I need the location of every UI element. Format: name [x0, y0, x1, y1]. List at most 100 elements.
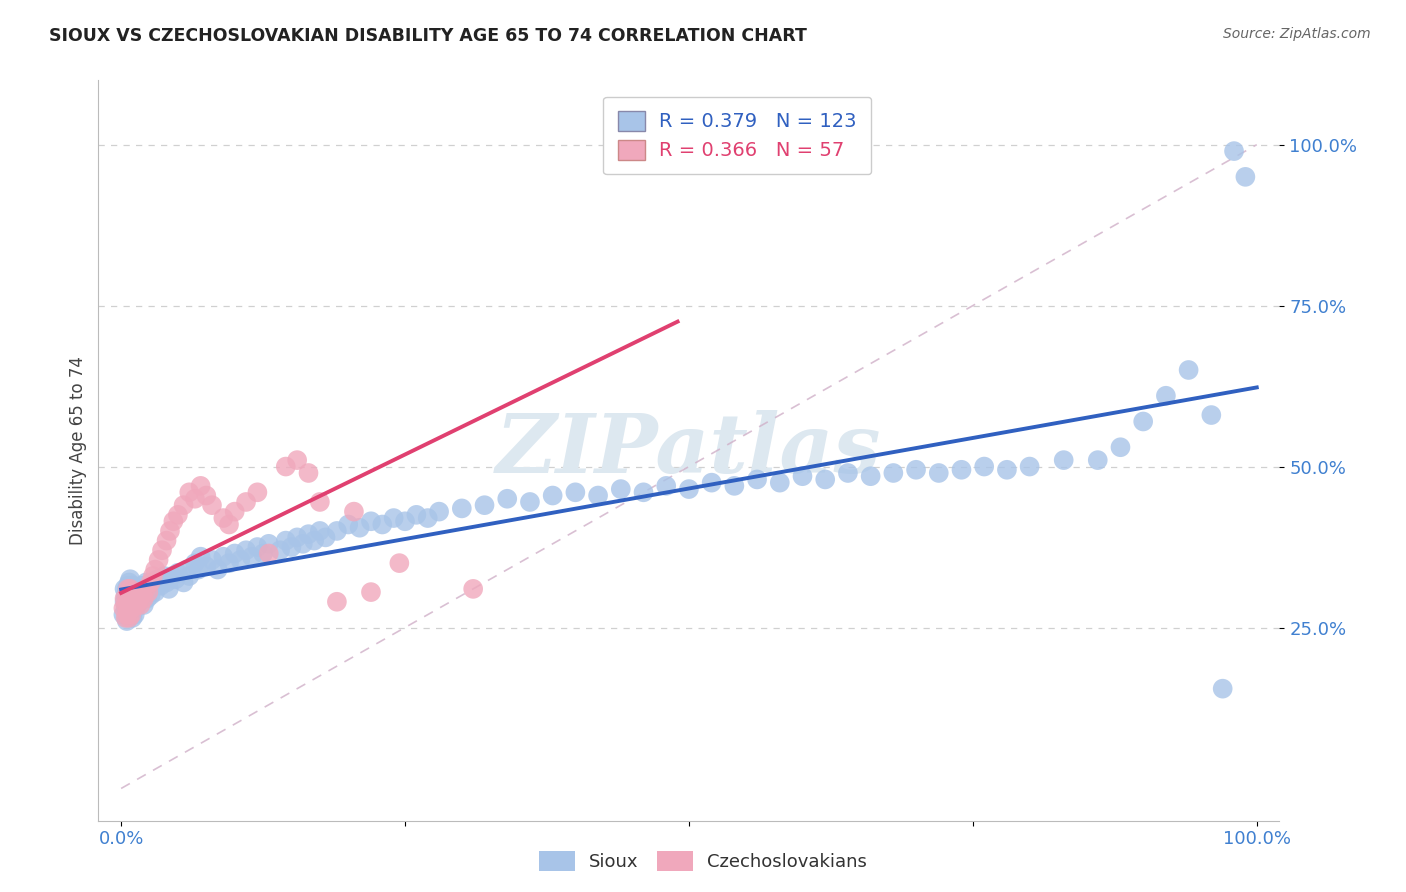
Point: [1087, 453, 1109, 467]
Point: [973, 459, 995, 474]
Point: [610, 482, 633, 496]
Point: [121, 579, 143, 593]
Point: [114, 601, 136, 615]
Point: [132, 588, 155, 602]
Point: [142, 569, 165, 583]
Point: [150, 543, 173, 558]
Point: [218, 517, 240, 532]
Point: [995, 463, 1018, 477]
Point: [146, 572, 169, 586]
Point: [135, 582, 157, 596]
Point: [394, 514, 416, 528]
Point: [173, 498, 195, 512]
Point: [1053, 453, 1076, 467]
Point: [149, 579, 172, 593]
Point: [131, 579, 153, 593]
Point: [586, 489, 609, 503]
Point: [427, 505, 450, 519]
Point: [309, 524, 332, 538]
Point: [114, 595, 136, 609]
Point: [212, 511, 235, 525]
Point: [132, 591, 155, 606]
Point: [115, 598, 138, 612]
Point: [371, 517, 394, 532]
Point: [179, 485, 201, 500]
Point: [274, 459, 297, 474]
Point: [382, 511, 405, 525]
Point: [138, 582, 160, 596]
Point: [349, 521, 371, 535]
Point: [114, 588, 136, 602]
Point: [291, 537, 314, 551]
Point: [153, 569, 176, 583]
Point: [218, 556, 240, 570]
Point: [859, 469, 882, 483]
Point: [235, 495, 257, 509]
Point: [142, 579, 165, 593]
Point: [1154, 389, 1177, 403]
Point: [337, 517, 360, 532]
Point: [360, 514, 382, 528]
Point: [187, 563, 209, 577]
Point: [224, 546, 246, 560]
Point: [128, 591, 150, 606]
Point: [131, 588, 153, 602]
Point: [117, 607, 139, 622]
Point: [882, 466, 904, 480]
Point: [240, 549, 263, 564]
Point: [1201, 408, 1223, 422]
Point: [135, 575, 157, 590]
Point: [132, 598, 155, 612]
Point: [118, 588, 141, 602]
Point: [1018, 459, 1040, 474]
Point: [114, 611, 136, 625]
Point: [246, 485, 269, 500]
Point: [118, 604, 141, 618]
Point: [229, 553, 252, 567]
Point: [157, 582, 180, 596]
Point: [115, 582, 138, 596]
Legend: R = 0.379   N = 123, R = 0.366   N = 57: R = 0.379 N = 123, R = 0.366 N = 57: [603, 96, 872, 175]
Point: [121, 611, 143, 625]
Point: [122, 601, 145, 615]
Point: [117, 579, 139, 593]
Point: [207, 563, 229, 577]
Point: [274, 533, 297, 548]
Point: [195, 559, 218, 574]
Point: [257, 537, 280, 551]
Point: [269, 543, 291, 558]
Point: [167, 566, 190, 580]
Point: [1177, 363, 1199, 377]
Point: [125, 585, 148, 599]
Text: Source: ZipAtlas.com: Source: ZipAtlas.com: [1223, 27, 1371, 41]
Point: [302, 533, 325, 548]
Point: [326, 595, 349, 609]
Point: [950, 463, 973, 477]
Point: [309, 495, 332, 509]
Point: [121, 595, 143, 609]
Point: [224, 505, 246, 519]
Point: [125, 598, 148, 612]
Point: [112, 601, 135, 615]
Point: [928, 466, 950, 480]
Point: [179, 569, 201, 583]
Point: [541, 489, 564, 503]
Point: [326, 524, 349, 538]
Point: [463, 582, 485, 596]
Point: [121, 585, 143, 599]
Point: [120, 585, 142, 599]
Point: [814, 472, 837, 486]
Point: [120, 607, 142, 622]
Point: [114, 591, 136, 606]
Point: [167, 508, 190, 522]
Point: [405, 508, 427, 522]
Point: [122, 598, 145, 612]
Point: [121, 601, 143, 615]
Point: [496, 491, 519, 506]
Point: [474, 498, 496, 512]
Point: [138, 585, 160, 599]
Point: [280, 540, 302, 554]
Y-axis label: Disability Age 65 to 74: Disability Age 65 to 74: [69, 356, 87, 545]
Point: [143, 585, 166, 599]
Point: [235, 543, 257, 558]
